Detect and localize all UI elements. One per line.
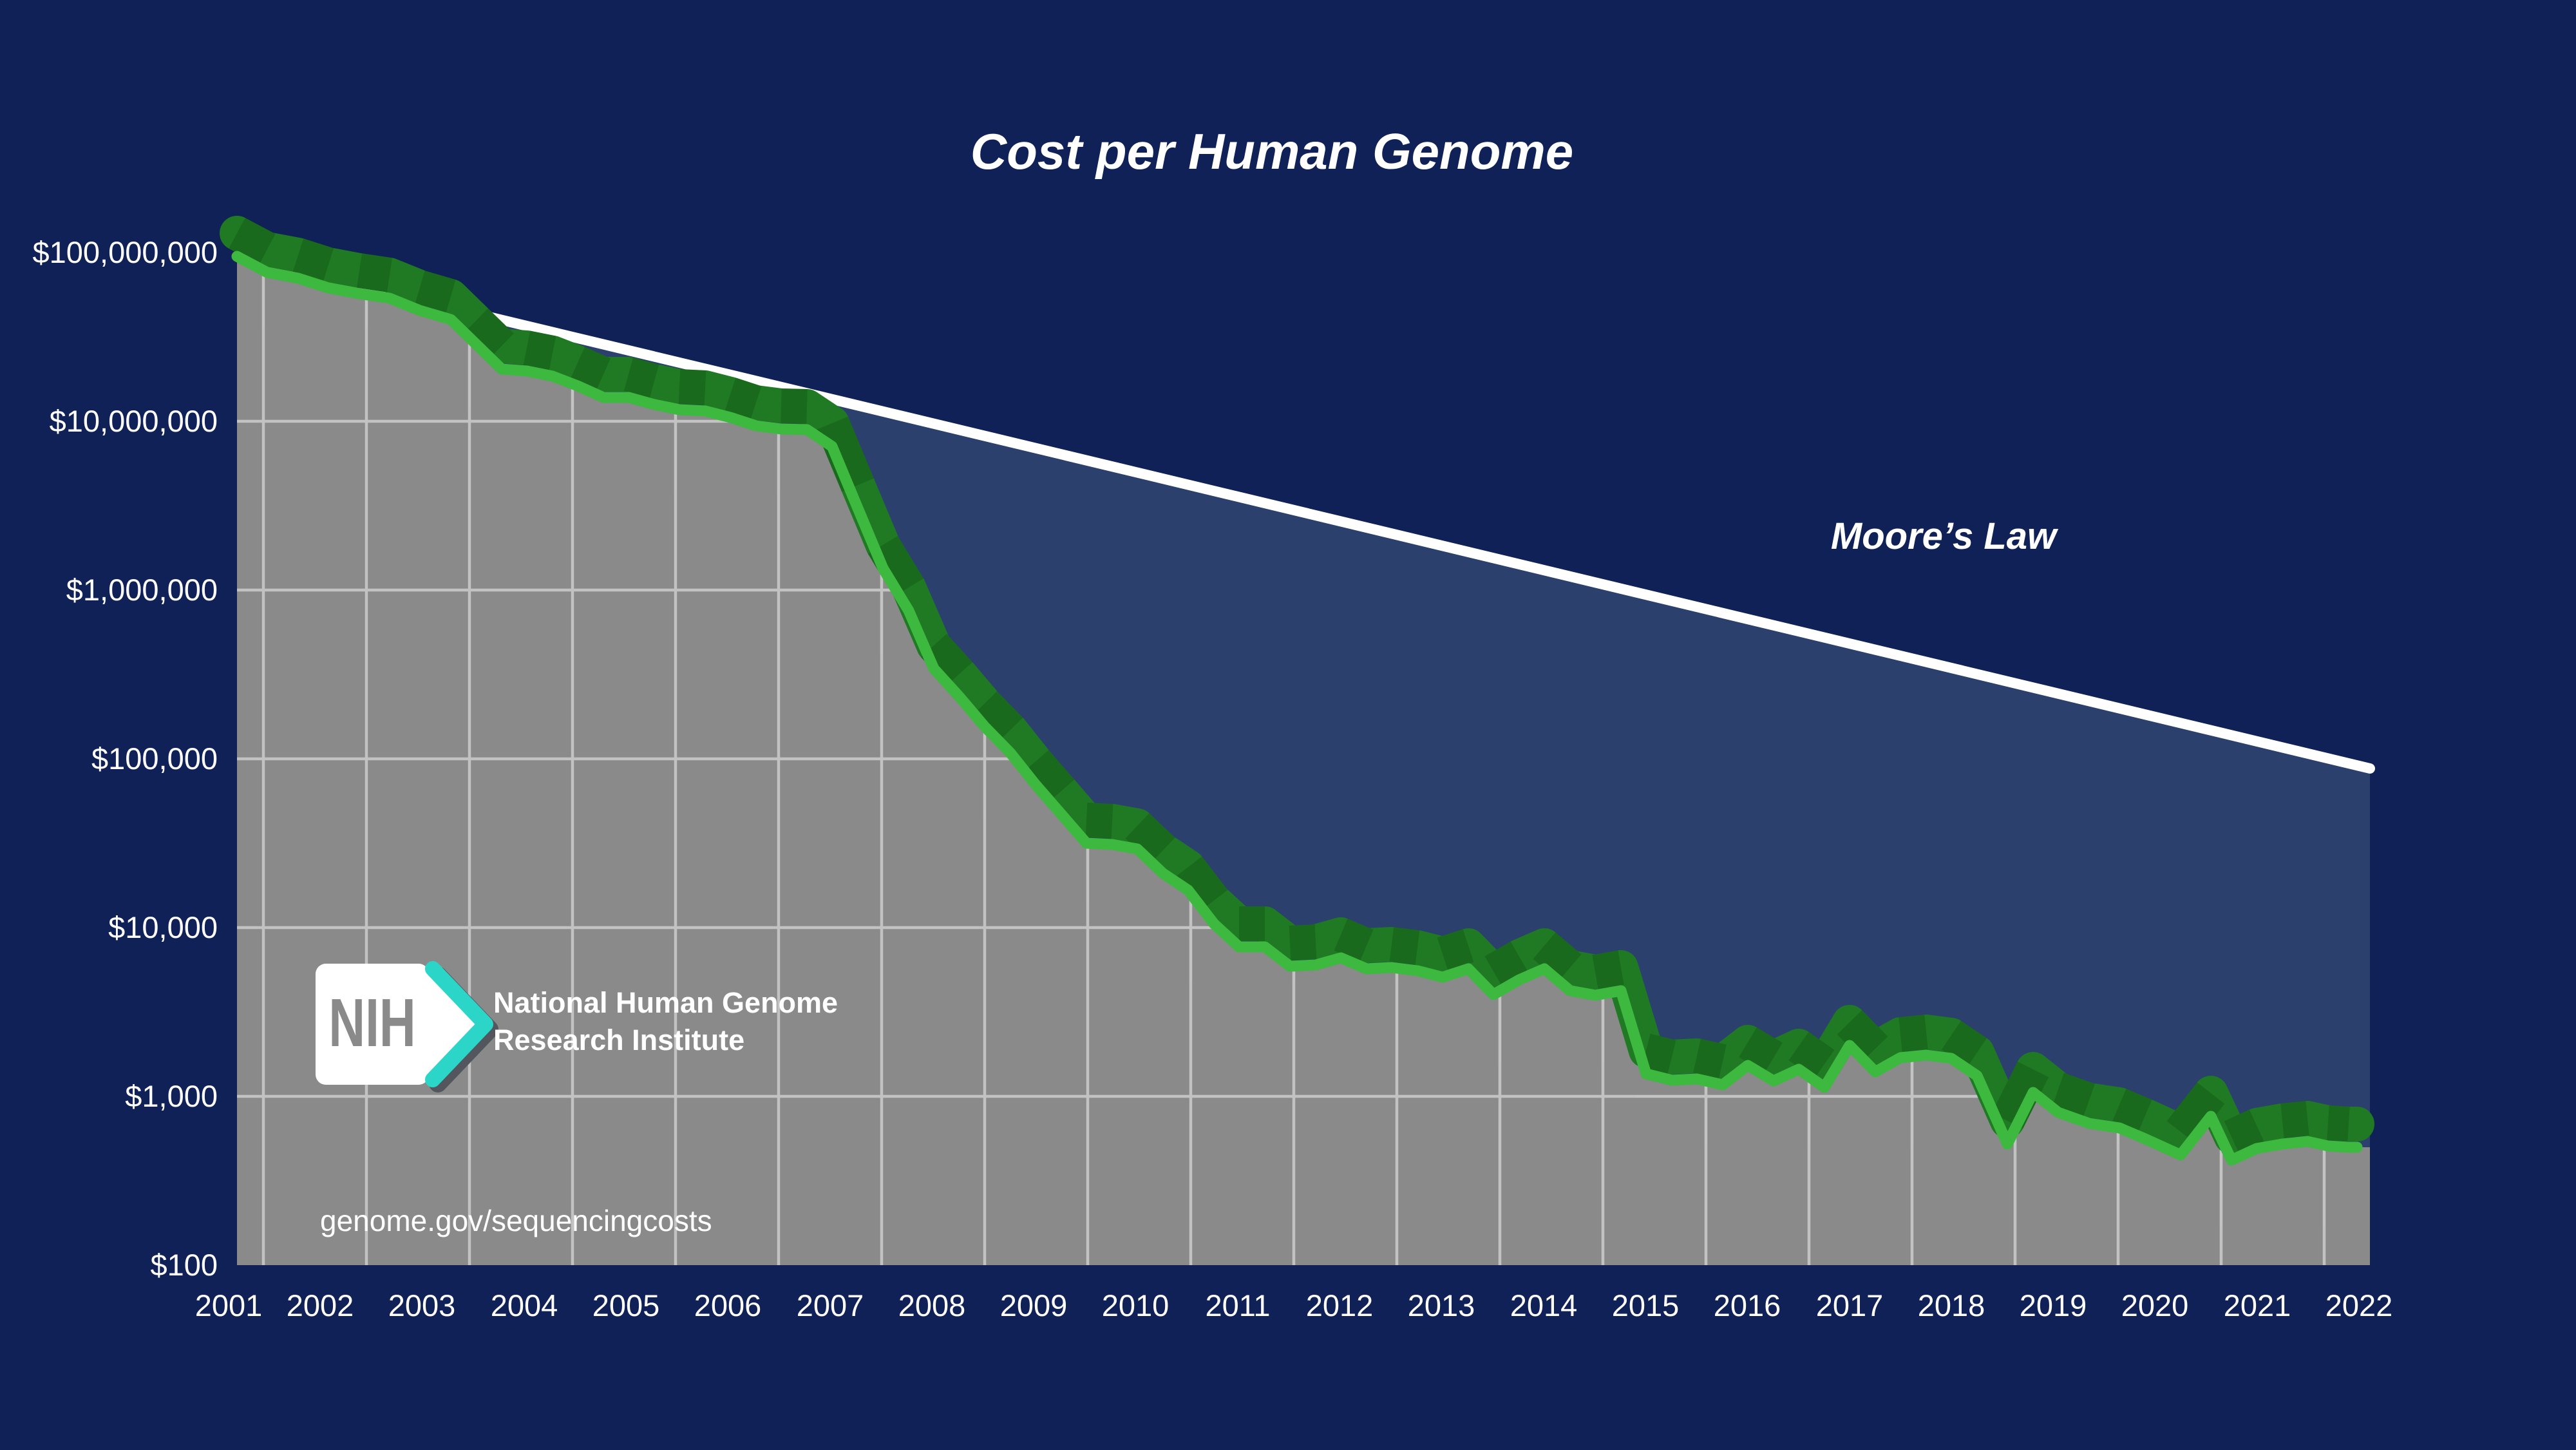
y-axis-label: $100 <box>150 1248 218 1282</box>
cost-line-band-facet <box>1592 950 1624 989</box>
cost-line-band-facet <box>724 377 762 419</box>
cost-line-band-facet <box>867 536 924 596</box>
cost-line-band-facet <box>921 633 972 686</box>
moores-law-label: Moore’s Law <box>1831 515 2059 557</box>
x-axis-label: 2018 <box>1918 1288 1985 1322</box>
x-axis-label: 2010 <box>1102 1288 1170 1322</box>
cost-line-band-facet <box>2112 1089 2152 1132</box>
x-axis-label: 2006 <box>694 1288 762 1322</box>
nih-logo-text: NIH <box>328 985 416 1061</box>
x-axis-label: 2012 <box>1306 1288 1374 1322</box>
y-axis-label: $1,000 <box>125 1079 218 1113</box>
org-name-line2: Research Institute <box>493 1024 744 1056</box>
logo-chevron-icon <box>425 961 493 1087</box>
cost-line-band-facet <box>1739 1027 1783 1073</box>
cost-line-band-facet <box>1788 1031 1835 1079</box>
x-axis-label: 2011 <box>1205 1288 1270 1322</box>
cost-line-band-facet <box>1334 919 1374 962</box>
cost-line-band-facet <box>292 238 334 281</box>
cost-line-band-facet <box>1837 1010 1888 1061</box>
x-axis-label: 2002 <box>287 1288 354 1322</box>
cost-line-band-facet <box>1991 1061 2049 1129</box>
cost-area <box>237 256 2370 1265</box>
cost-line-band-facet <box>1941 1020 1987 1067</box>
nhgri-logo: NIH National Human Genome Research Insti… <box>316 961 838 1092</box>
cost-line-band-facet <box>1085 803 1113 839</box>
cost-line-band-facet <box>1642 1033 1676 1074</box>
x-axis-label: 2003 <box>388 1288 456 1322</box>
cost-line-band-facet <box>1533 932 1582 981</box>
site-url: genome.gov/sequencingcosts <box>320 1204 712 1237</box>
cost-line-band-facet <box>1484 941 1528 987</box>
cost-line-band-facet <box>523 330 556 370</box>
cost-line-band-facet <box>1389 927 1420 965</box>
y-axis-label: $1,000,000 <box>66 573 218 607</box>
cost-line-band-facet <box>2224 1109 2264 1153</box>
cost-line-band-facets <box>229 218 2350 1153</box>
chart-title: Cost per Human Genome <box>971 123 1573 180</box>
x-axis-label: 2017 <box>1816 1288 1884 1322</box>
x-axis-label: 2005 <box>592 1288 660 1322</box>
cost-line-band <box>220 216 2374 1154</box>
cost-line-band-facet <box>678 369 706 405</box>
cost-line-band-facet <box>623 357 659 399</box>
x-axis-label: 2007 <box>797 1288 864 1322</box>
cost-line-band-facet <box>2166 1082 2225 1143</box>
moore-law-line <box>232 251 2375 774</box>
y-axis-label: $100,000 <box>91 741 218 776</box>
x-axis-label: 2014 <box>1510 1288 1578 1322</box>
cost-line-band-facet <box>415 271 456 313</box>
cost-line-band-facet <box>1022 750 1075 803</box>
cost-line-band-facet <box>229 218 276 265</box>
cost-line-band-facet <box>2052 1073 2096 1117</box>
cost-line-band-facet <box>357 253 392 292</box>
cost-line-band-facet <box>464 308 514 359</box>
cost-line-band-facet <box>816 416 874 492</box>
x-axis-label: 2019 <box>2020 1288 2087 1322</box>
x-axis-label: 2008 <box>898 1288 966 1322</box>
cost-line <box>231 251 2363 1166</box>
cost-line-band-facet <box>1899 1015 1928 1052</box>
x-axis-label: 2009 <box>1000 1288 1068 1322</box>
y-axis-label: $10,000 <box>108 910 218 944</box>
plot-area: $100,000,000 $10,000,000 $1,000,000 $100,00… <box>32 216 2393 1322</box>
cost-line-band-facet <box>2280 1101 2309 1138</box>
x-axis-label: 2016 <box>1714 1288 1781 1322</box>
cost-line-band-facet <box>1693 1038 1727 1079</box>
cost-line-band-facet <box>2327 1105 2350 1141</box>
cost-line-band-facet <box>570 347 611 390</box>
x-axis-label: 2013 <box>1408 1288 1475 1322</box>
org-name-line1: National Human Genome <box>493 986 838 1019</box>
nih-logo-box <box>316 964 429 1085</box>
x-axis-label: 2020 <box>2121 1288 2189 1322</box>
y-axis-label: $10,000,000 <box>50 404 218 438</box>
x-axis-label: 2001 <box>195 1288 263 1322</box>
x-axis-label: 2021 <box>2224 1288 2291 1322</box>
x-axis-label: 2004 <box>491 1288 558 1322</box>
cost-line-band-facet <box>1174 856 1228 911</box>
x-axis-label: 2022 <box>2325 1288 2393 1322</box>
x-axis-label: 2015 <box>1612 1288 1680 1322</box>
cost-line-band-facet <box>1289 924 1317 960</box>
y-axis-label: $100,000,000 <box>32 235 218 269</box>
cost-line-band-facet <box>972 691 1023 742</box>
nih-logo-point <box>419 964 479 1085</box>
cost-line-band-facet <box>1125 813 1175 863</box>
cost-line-band-facet <box>1437 929 1474 971</box>
